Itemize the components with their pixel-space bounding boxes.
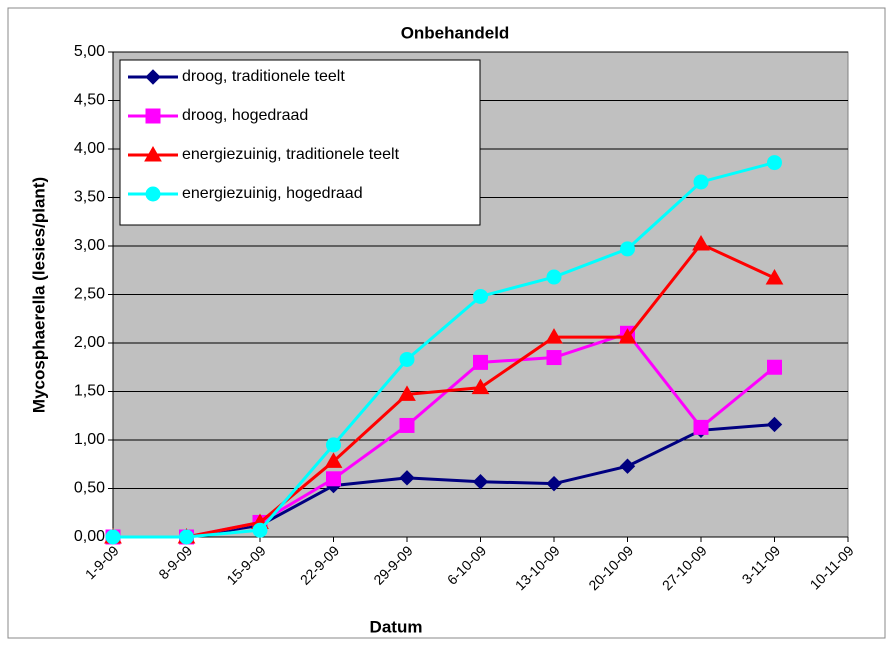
y-tick-label: 2,00 (74, 334, 105, 351)
legend-text: droog, hogedraad (182, 107, 308, 124)
y-tick-label: 4,00 (74, 140, 105, 157)
marker (692, 235, 710, 251)
chart-title: Onbehandeld (401, 23, 510, 42)
marker (767, 359, 782, 375)
y-tick-label: 3,00 (74, 237, 105, 254)
marker (326, 471, 341, 487)
marker (398, 385, 416, 401)
marker (693, 174, 709, 190)
marker (620, 241, 635, 257)
marker (765, 269, 784, 285)
marker (546, 350, 562, 366)
marker (471, 378, 490, 395)
marker (326, 437, 341, 453)
y-tick-label: 0,00 (74, 528, 105, 545)
marker (473, 354, 488, 370)
y-tick-label: 4,50 (74, 92, 105, 109)
marker (619, 458, 636, 474)
marker (545, 328, 563, 344)
marker (693, 419, 709, 435)
marker (145, 186, 161, 202)
y-tick-label: 0,50 (74, 480, 105, 497)
legend-box (119, 59, 481, 226)
marker (767, 155, 782, 171)
marker (472, 474, 489, 490)
legend-text: energiezuinig, traditionele teelt (182, 146, 400, 163)
marker (105, 529, 121, 545)
marker (766, 416, 783, 433)
y-tick-label: 5,00 (74, 43, 105, 60)
marker (473, 288, 488, 304)
marker (546, 269, 562, 285)
marker (618, 328, 637, 344)
marker (179, 529, 194, 545)
marker (324, 452, 343, 468)
marker (145, 108, 161, 124)
marker (399, 470, 415, 486)
y-axis-title: Mycosphaerella (lesies/plant) (29, 177, 48, 413)
marker (144, 145, 162, 162)
legend-text: droog, traditionele teelt (182, 68, 345, 85)
marker (546, 475, 562, 492)
y-tick-label: 1,00 (74, 431, 105, 448)
y-tick-label: 3,50 (74, 189, 105, 206)
series-line (113, 161, 775, 539)
marker (145, 69, 161, 85)
y-tick-label: 2,50 (74, 286, 105, 303)
marker (399, 351, 415, 367)
x-axis-title: Datum (370, 617, 423, 636)
y-tick-label: 1,50 (74, 383, 105, 400)
series-line (113, 242, 776, 539)
marker (399, 417, 415, 433)
marker (252, 522, 268, 538)
legend-text: energiezuinig, hogedraad (182, 185, 363, 202)
